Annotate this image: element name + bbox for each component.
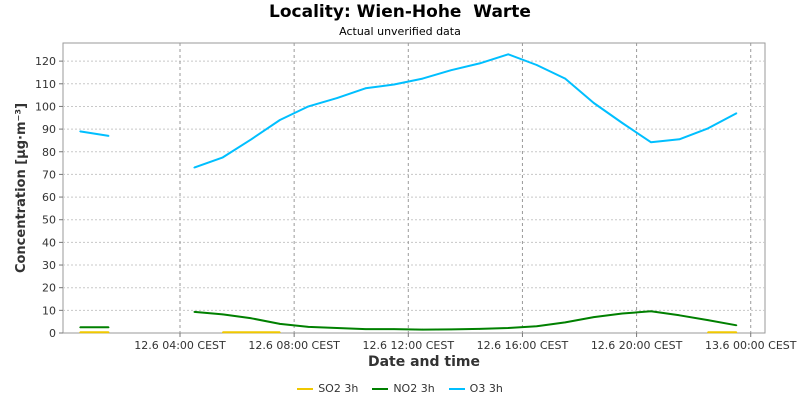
y-tick-label: 100	[35, 100, 56, 113]
series-line	[193, 53, 737, 169]
y-tick-label: 50	[42, 214, 56, 227]
legend-item: NO2 3h	[372, 382, 435, 395]
y-tick-label: 30	[42, 259, 56, 272]
x-tick-label: 12.6 08:00 CEST	[248, 339, 340, 352]
chart-title: Locality: Wien-Hohe Warte	[269, 2, 531, 22]
y-tick-label: 120	[35, 55, 56, 68]
x-tick-label: 12.6 16:00 CEST	[477, 339, 569, 352]
y-tick-label: 90	[42, 123, 56, 136]
legend-item: O3 3h	[448, 382, 503, 395]
x-tick-label: 12.6 04:00 CEST	[134, 339, 226, 352]
legend-swatch	[372, 387, 389, 390]
series-no2-3h	[79, 310, 738, 331]
x-tick-label: 12.6 12:00 CEST	[363, 339, 455, 352]
legend-item: SO2 3h	[297, 382, 358, 395]
series-line	[194, 310, 737, 331]
legend-swatch	[297, 387, 314, 390]
y-tick-label: 20	[42, 282, 56, 295]
legend: SO2 3h NO2 3h O3 3h	[0, 382, 800, 395]
y-tick-label: 60	[42, 191, 56, 204]
series-line	[79, 130, 109, 137]
legend-label: NO2 3h	[393, 382, 435, 395]
y-axis-title: Concentration [µg·m⁻³]	[14, 103, 29, 273]
y-tick-label: 10	[42, 304, 56, 317]
legend-swatch	[448, 387, 465, 390]
chart-subtitle: Actual unverified data	[339, 25, 461, 38]
legend-label: SO2 3h	[318, 382, 359, 395]
x-tick-label: 12.6 20:00 CEST	[591, 339, 683, 352]
x-axis-title: Date and time	[368, 354, 480, 370]
series-so2-3h	[79, 331, 738, 334]
legend-label: O3 3h	[469, 382, 503, 395]
y-tick-label: 110	[35, 78, 56, 91]
y-tick-label: 70	[42, 168, 56, 181]
y-tick-label: 0	[49, 327, 56, 340]
plot-area	[62, 42, 766, 334]
y-tick-label: 80	[42, 146, 56, 159]
y-tick-label: 40	[42, 236, 56, 249]
x-tick-label: 13.6 00:00 CEST	[705, 339, 797, 352]
series-o3-3h	[79, 53, 738, 169]
